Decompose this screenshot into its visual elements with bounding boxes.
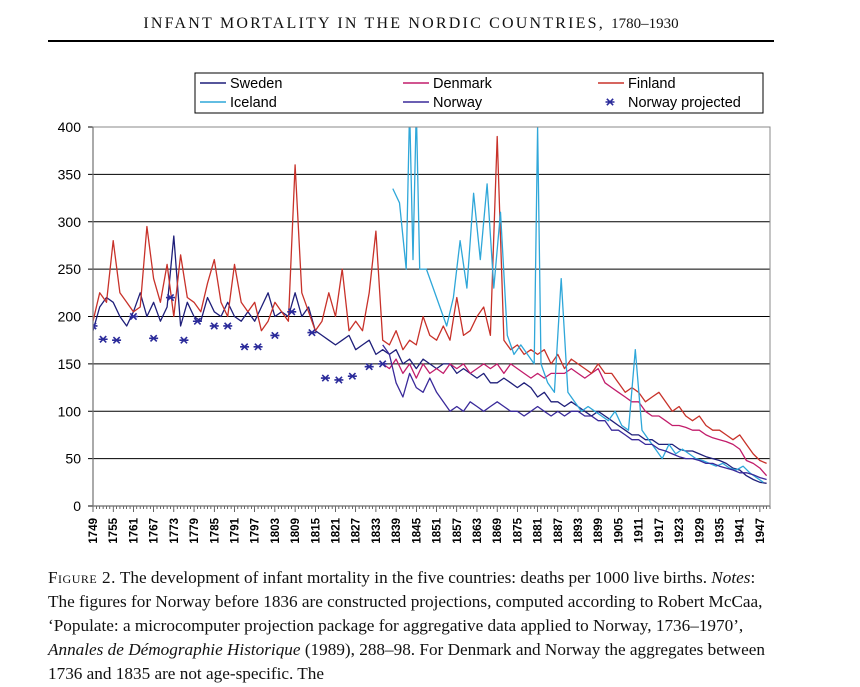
x-tick-label: 1863 <box>472 518 484 544</box>
x-tick-label: 1941 <box>735 517 747 543</box>
legend-marker-norway-projected <box>605 98 615 106</box>
point-norway-projected <box>223 322 233 330</box>
x-tick-label: 1803 <box>270 518 282 544</box>
caption-text-3: (1989), 288–98. For Denmark and Norway t… <box>48 640 765 683</box>
x-tick-label: 1767 <box>149 518 161 544</box>
x-tick-label: 1785 <box>209 517 221 543</box>
x-tick-label: 1839 <box>391 518 403 544</box>
point-norway-projected <box>320 374 330 382</box>
figure-label: Figure 2. <box>48 568 116 587</box>
point-norway-projected <box>240 343 250 351</box>
point-norway-projected <box>209 322 219 330</box>
x-tick-label: 1869 <box>492 518 504 544</box>
series-line-denmark <box>382 358 768 477</box>
x-tick-label: 1905 <box>613 517 625 543</box>
x-tick-label: 1893 <box>573 518 585 544</box>
point-norway-projected <box>253 343 263 351</box>
y-tick-label: 350 <box>58 166 82 182</box>
x-tick-label: 1935 <box>714 517 726 543</box>
point-norway-projected <box>287 308 297 316</box>
x-tick-label: 1797 <box>250 518 262 544</box>
series-line-finland <box>93 135 767 464</box>
running-title-years: 1780–1930 <box>611 16 679 32</box>
series-lines <box>93 127 768 484</box>
point-norway-projected <box>192 317 202 325</box>
point-norway-projected <box>149 334 159 343</box>
figure-caption: Figure 2. The development of infant mort… <box>48 566 774 686</box>
x-tick-label: 1827 <box>351 518 363 544</box>
x-tick-label: 1947 <box>755 518 767 544</box>
point-norway-projected <box>179 336 189 344</box>
y-tick-label: 200 <box>58 309 82 325</box>
y-tick-label: 50 <box>65 451 81 467</box>
y-tick-label: 400 <box>58 119 82 135</box>
x-tick-label: 1911 <box>634 517 646 543</box>
legend-box <box>194 72 764 114</box>
series-norway-projected <box>93 293 388 384</box>
point-norway-projected <box>98 335 108 343</box>
x-tick-label: 1875 <box>512 517 524 543</box>
x-tick-label: 1917 <box>654 518 666 544</box>
legend-label-norway-projected: Norway projected <box>628 95 741 111</box>
x-tick-label: 1791 <box>229 517 241 543</box>
x-tick-label: 1815 <box>310 517 322 543</box>
point-norway-projected <box>307 328 317 337</box>
infant-mortality-chart: 0 50 100 150 200 250 300 350 400 1749 1755 1761 176… <box>58 72 771 544</box>
journal-title: Annales de Démographie Historique <box>48 640 301 659</box>
point-norway-projected <box>93 322 98 330</box>
legend-label-denmark: Denmark <box>433 76 493 92</box>
x-tick-label: 1833 <box>371 518 383 544</box>
series-line-norway <box>382 344 767 481</box>
y-tick-label: 0 <box>73 498 81 514</box>
x-tick-label: 1857 <box>452 518 464 544</box>
legend-label-iceland: Iceland <box>230 95 277 111</box>
legend-label-sweden: Sweden <box>230 76 282 92</box>
plot-frame <box>92 126 771 507</box>
running-title: INFANT MORTALITY IN THE NORDIC COUNTRIES… <box>143 15 605 32</box>
grid-lines <box>93 173 770 460</box>
y-tick-label: 300 <box>58 214 82 230</box>
x-tick-label: 1887 <box>553 518 565 544</box>
point-norway-projected <box>378 360 388 368</box>
notes-label: Notes <box>711 568 751 587</box>
caption-text-2: : The figures for Norway before 1836 are… <box>48 568 763 635</box>
x-tick-label: 1845 <box>411 517 423 543</box>
x-tick-label: 1899 <box>593 518 605 544</box>
x-tick-label: 1749 <box>88 518 100 544</box>
point-norway-projected <box>128 312 138 321</box>
legend-label-norway: Norway <box>433 95 483 111</box>
x-tick-label: 1755 <box>108 517 120 543</box>
point-norway-projected <box>165 293 175 302</box>
x-tick-label: 1773 <box>169 518 181 544</box>
series-line-sweden <box>93 235 767 484</box>
x-tick-label: 1761 <box>128 517 140 543</box>
running-header: INFANT MORTALITY IN THE NORDIC COUNTRIES… <box>48 10 774 42</box>
series-line-iceland <box>392 127 764 483</box>
y-axis: 0 50 100 150 200 250 300 350 400 <box>58 119 94 514</box>
caption-text-1: The development of infant mortality in t… <box>115 568 712 587</box>
point-norway-projected <box>270 331 280 340</box>
x-tick-label: 1929 <box>694 518 706 544</box>
legend: Sweden Denmark Finland Iceland Norway Norway … <box>194 72 764 114</box>
x-tick-label: 1881 <box>533 517 545 543</box>
y-tick-label: 150 <box>58 356 82 372</box>
x-tick-label: 1923 <box>674 518 686 544</box>
legend-label-finland: Finland <box>628 76 676 92</box>
point-norway-projected <box>334 376 344 384</box>
y-tick-label: 250 <box>58 261 82 277</box>
x-tick-label: 1821 <box>331 517 343 543</box>
point-norway-projected <box>347 372 357 380</box>
point-norway-projected <box>364 363 374 371</box>
x-tick-label: 1851 <box>432 517 444 543</box>
y-tick-label: 100 <box>58 403 82 419</box>
point-norway-projected <box>112 336 122 344</box>
x-tick-label: 1809 <box>290 518 302 544</box>
x-tick-label: 1779 <box>189 518 201 544</box>
x-axis: 1749 1755 1761 1767 1773 1779 1785 1791 1797 1803… <box>88 505 771 544</box>
